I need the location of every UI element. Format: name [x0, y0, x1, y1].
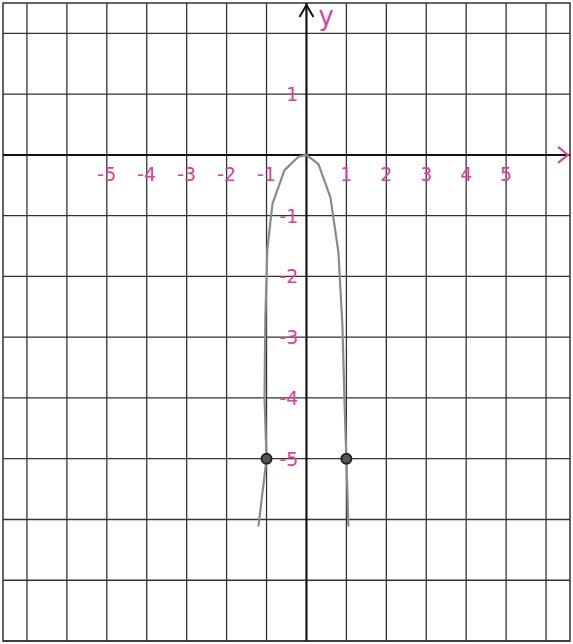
x-tick-label: -5 — [97, 163, 116, 185]
curve — [259, 155, 349, 526]
grid-line — [306, 3, 307, 641]
y-tick-label: -5 — [280, 448, 299, 470]
y-tick-label: -3 — [280, 326, 299, 348]
point — [262, 454, 272, 464]
grid-line — [505, 3, 506, 641]
x-tick-label: 2 — [380, 163, 392, 185]
grid-line — [346, 3, 347, 641]
grid — [3, 3, 570, 641]
x-tick-label: 4 — [460, 163, 472, 185]
chart: y -5 -4 -3 -2 -1 1 2 3 4 5 1 -1 -2 -3 -4 -5 — [0, 0, 573, 644]
grid-line — [26, 3, 27, 641]
x-tick-label: 1 — [340, 163, 352, 185]
grid-line — [426, 3, 427, 641]
grid-line — [466, 3, 467, 641]
grid-line — [3, 154, 570, 155]
grid-line — [66, 3, 67, 641]
y-tick-label: 1 — [286, 83, 298, 105]
point — [341, 454, 351, 464]
x-tick-label: 5 — [500, 163, 512, 185]
y-axis-title: y — [318, 1, 333, 31]
x-tick-label: -3 — [177, 163, 196, 185]
x-tick-label: -1 — [257, 163, 276, 185]
y-axis — [305, 3, 307, 641]
grid-line — [146, 3, 147, 641]
x-arrow — [558, 147, 568, 163]
grid-line — [186, 3, 187, 641]
grid-line — [106, 3, 107, 641]
y-arrow — [299, 5, 313, 17]
chart-svg: y -5 -4 -3 -2 -1 1 2 3 4 5 1 -1 -2 -3 -4 -5 — [0, 0, 573, 644]
x-tick-label: -2 — [217, 163, 236, 185]
grid-line — [3, 580, 570, 581]
x-tick-label: -4 — [137, 163, 156, 185]
grid-line — [3, 519, 570, 520]
grid-line — [226, 3, 227, 641]
x-tick-label: 3 — [420, 163, 432, 185]
grid-line — [3, 33, 570, 34]
data-layer — [259, 155, 352, 526]
grid-line — [545, 3, 546, 641]
y-tick-label: -4 — [280, 387, 299, 409]
plot-frame — [3, 3, 570, 641]
grid-line — [386, 3, 387, 641]
y-tick-label: -2 — [280, 265, 299, 287]
y-tick-label: -1 — [280, 205, 299, 227]
x-axis — [3, 154, 570, 156]
